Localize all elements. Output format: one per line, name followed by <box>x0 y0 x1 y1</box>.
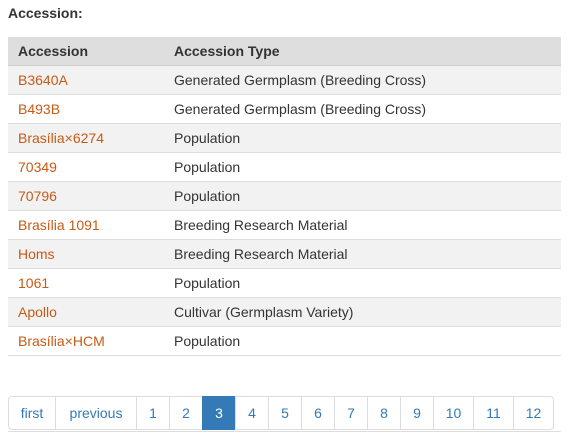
table-row: Brasília×6274 Population <box>8 123 561 153</box>
section-title: Accession: <box>8 5 83 21</box>
pagination: first previous 1 2 3 4 5 6 7 8 9 10 11 1… <box>8 396 554 430</box>
accession-cell: Apollo <box>8 297 164 327</box>
pagination-page-10[interactable]: 10 <box>433 396 474 430</box>
pagination-page-1[interactable]: 1 <box>136 396 170 430</box>
column-header-accession-type[interactable]: Accession Type <box>164 37 561 66</box>
accession-type-cell: Population <box>164 123 561 153</box>
accession-table: Accession Accession Type B3640A Generate… <box>8 37 561 356</box>
accession-link[interactable]: Brasília×HCM <box>18 333 105 349</box>
accession-type-cell: Cultivar (Germplasm Variety) <box>164 297 561 327</box>
pagination-page-7[interactable]: 7 <box>334 396 368 430</box>
accession-link[interactable]: Brasília×6274 <box>18 130 105 146</box>
accession-link[interactable]: Homs <box>18 246 55 262</box>
accession-link[interactable]: B3640A <box>18 72 68 88</box>
accession-type-cell: Population <box>164 152 561 182</box>
pagination-page-3-active[interactable]: 3 <box>202 396 236 430</box>
accession-type-cell: Generated Germplasm (Breeding Cross) <box>164 94 561 124</box>
accession-type-cell: Population <box>164 268 561 298</box>
accession-cell: B493B <box>8 94 164 124</box>
table-row: 1061 Population <box>8 268 561 298</box>
accession-cell: 70349 <box>8 152 164 182</box>
table-row: Brasília×HCM Population <box>8 326 561 356</box>
pagination-page-11[interactable]: 11 <box>473 396 514 430</box>
accession-type-cell: Population <box>164 181 561 211</box>
pagination-page-4[interactable]: 4 <box>235 396 269 430</box>
pagination-page-5[interactable]: 5 <box>268 396 302 430</box>
pagination-second-row <box>8 431 561 439</box>
accession-cell: 1061 <box>8 268 164 298</box>
column-header-accession[interactable]: Accession <box>8 37 164 66</box>
accession-type-cell: Breeding Research Material <box>164 239 561 269</box>
accession-cell: Brasília×6274 <box>8 123 164 153</box>
table-row: B3640A Generated Germplasm (Breeding Cro… <box>8 65 561 95</box>
table-row: Apollo Cultivar (Germplasm Variety) <box>8 297 561 327</box>
accession-type-cell: Population <box>164 326 561 356</box>
table-row: 70796 Population <box>8 181 561 211</box>
table-row: B493B Generated Germplasm (Breeding Cros… <box>8 94 561 124</box>
pagination-first-button[interactable]: first <box>8 396 56 430</box>
table-row: Homs Breeding Research Material <box>8 239 561 269</box>
pagination-page-6[interactable]: 6 <box>301 396 335 430</box>
table-header-row: Accession Accession Type <box>8 37 561 66</box>
pagination-previous-button[interactable]: previous <box>55 396 137 430</box>
accession-link[interactable]: B493B <box>18 101 61 117</box>
accession-link[interactable]: Apollo <box>18 304 57 320</box>
accession-cell: 70796 <box>8 181 164 211</box>
pagination-page-8[interactable]: 8 <box>367 396 401 430</box>
pagination-page-2[interactable]: 2 <box>169 396 203 430</box>
accession-link[interactable]: Brasília 1091 <box>18 217 100 233</box>
accession-cell: Homs <box>8 239 164 269</box>
accession-cell: Brasília 1091 <box>8 210 164 240</box>
accession-link[interactable]: 70796 <box>18 188 57 204</box>
accession-type-cell: Generated Germplasm (Breeding Cross) <box>164 65 561 95</box>
accession-type-cell: Breeding Research Material <box>164 210 561 240</box>
pagination-page-12[interactable]: 12 <box>513 396 554 430</box>
table-row: Brasília 1091 Breeding Research Material <box>8 210 561 240</box>
accession-link[interactable]: 1061 <box>18 275 50 291</box>
accession-cell: Brasília×HCM <box>8 326 164 356</box>
accession-cell: B3640A <box>8 65 164 95</box>
accession-link[interactable]: 70349 <box>18 159 57 175</box>
pagination-page-9[interactable]: 9 <box>400 396 434 430</box>
table-row: 70349 Population <box>8 152 561 182</box>
